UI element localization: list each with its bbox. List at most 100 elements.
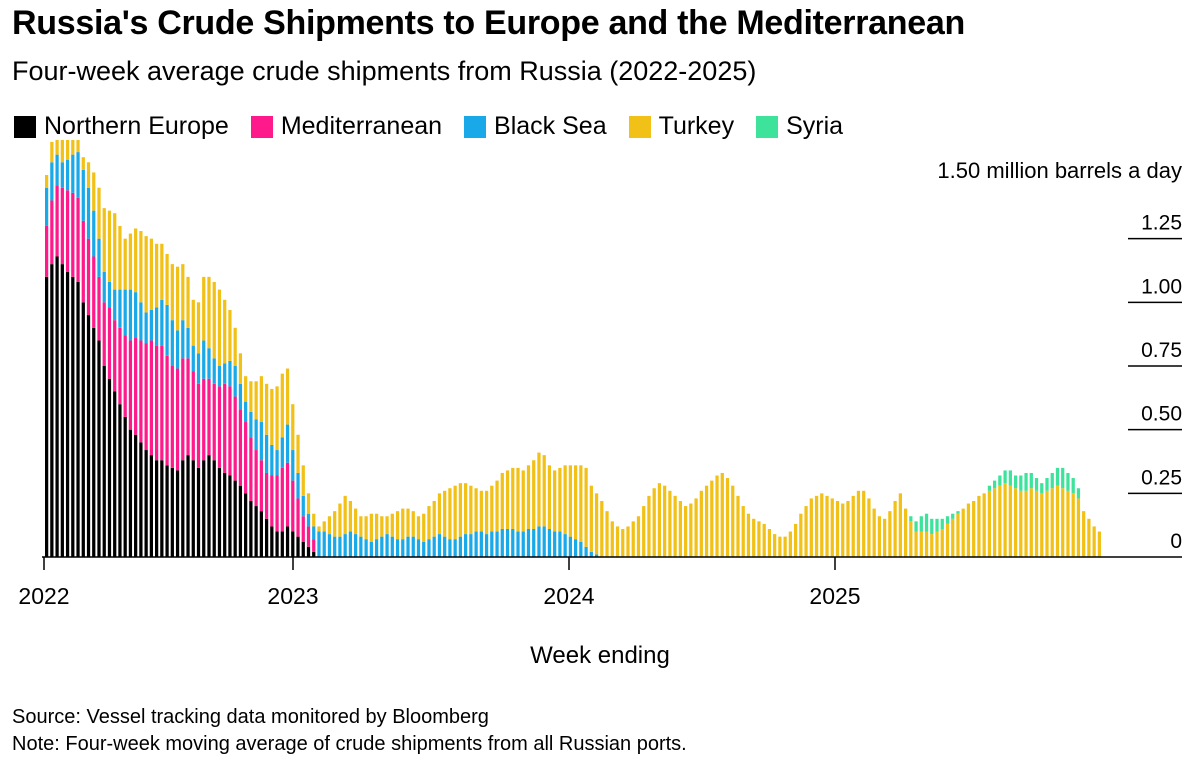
bar-segment-mediterranean (275, 475, 279, 532)
bar-segment-mediterranean (139, 340, 143, 443)
bar-segment-turkey (704, 485, 709, 557)
bar-segment-turkey (521, 470, 525, 532)
bar-segment-turkey (605, 511, 609, 557)
bar-segment-turkey (212, 281, 216, 359)
bar-segment-mediterranean (181, 358, 185, 461)
bar-segment-syria (1055, 467, 1060, 486)
bar-segment-turkey (1024, 490, 1028, 557)
bar-segment-black-sea (469, 534, 473, 557)
bar-segment-northern-europe (264, 518, 269, 557)
bar-segment-turkey (170, 264, 174, 321)
bar-segment-turkey (202, 276, 206, 341)
bar-segment-turkey (128, 233, 133, 290)
bar-segment-syria (1076, 488, 1081, 499)
bar-segment-black-sea (511, 528, 515, 557)
bar-segment-black-sea (338, 536, 342, 557)
bar-segment-turkey (165, 253, 169, 305)
bar-segment-turkey (175, 266, 180, 331)
bar-segment-turkey (589, 485, 593, 552)
bar-segment-turkey (327, 516, 332, 535)
bar-segment-turkey (919, 531, 923, 557)
bar-segment-turkey (542, 455, 546, 527)
bar-segment-mediterranean (291, 480, 295, 532)
bar-segment-mediterranean (149, 340, 153, 456)
bar-segment-mediterranean (134, 337, 138, 435)
bar-segment-black-sea (579, 541, 583, 557)
bar-segment-black-sea (563, 534, 567, 557)
bar-segment-turkey (427, 506, 431, 540)
bar-segment-turkey (982, 493, 986, 557)
bar-segment-black-sea (526, 528, 531, 557)
bar-segment-turkey (55, 140, 59, 155)
bar-segment-turkey (1008, 485, 1012, 557)
bar-segment-black-sea (306, 513, 311, 527)
bar-segment-black-sea (86, 187, 91, 239)
legend-swatch-northern-europe (14, 115, 36, 138)
bar-segment-northern-europe (81, 302, 85, 557)
bar-segment-turkey (92, 172, 96, 211)
bar-segment-black-sea (249, 411, 253, 438)
bar-segment-black-sea (521, 531, 525, 557)
bar-segment-black-sea (594, 554, 599, 557)
bar-segment-mediterranean (154, 345, 159, 461)
bar-segment-black-sea (102, 271, 106, 303)
bar-segment-northern-europe (76, 281, 80, 557)
bar-segment-northern-europe (160, 460, 164, 557)
y-tick-label: 1.00 (1141, 275, 1182, 298)
bar-segment-turkey (951, 518, 955, 557)
bar-segment-turkey (369, 513, 373, 542)
bar-segment-northern-europe (181, 460, 185, 557)
bar-segment-black-sea (406, 536, 410, 557)
bar-segment-syria (1019, 475, 1023, 491)
bar-segment-mediterranean (202, 378, 206, 461)
bar-segment-northern-europe (65, 271, 70, 557)
bar-segment-turkey (500, 472, 504, 529)
bar-segment-black-sea (547, 528, 552, 557)
bar-segment-turkey (149, 238, 153, 310)
bar-segment-syria (914, 521, 918, 532)
bar-segment-black-sea (50, 162, 54, 201)
bar-segment-black-sea (238, 383, 243, 410)
bar-segment-turkey (50, 141, 54, 163)
bar-segment-mediterranean (233, 396, 237, 481)
bar-segment-turkey (453, 485, 457, 540)
bar-segment-turkey (1050, 488, 1054, 557)
legend-swatch-syria (756, 115, 779, 138)
bar-segment-black-sea (437, 534, 442, 557)
bar-segment-black-sea (495, 531, 499, 557)
bar-segment-turkey (851, 495, 855, 557)
bar-segment-turkey (757, 521, 761, 557)
bar-segment-turkey (532, 460, 536, 529)
bar-segment-turkey (678, 500, 682, 557)
bar-segment-turkey (139, 231, 143, 303)
bar-segment-black-sea (364, 539, 368, 557)
bar-segment-black-sea (484, 534, 489, 557)
bar-segment-black-sea (301, 495, 305, 517)
bar-segment-black-sea (427, 539, 431, 557)
bar-segment-turkey (71, 140, 75, 155)
bar-segment-turkey (668, 490, 672, 557)
bar-segment-turkey (820, 493, 824, 557)
bar-segment-mediterranean (175, 368, 180, 471)
bar-segment-black-sea (374, 539, 379, 557)
bar-segment-black-sea (202, 340, 206, 379)
bar-segment-turkey (60, 140, 64, 163)
bar-segment-black-sea (65, 159, 70, 191)
bar-segment-turkey (118, 225, 122, 290)
bar-segment-northern-europe (217, 467, 222, 557)
bar-segment-mediterranean (107, 307, 112, 379)
bar-segment-turkey (710, 480, 714, 557)
bar-segment-turkey (956, 513, 960, 557)
legend: Northern Europe Mediterranean Black Sea … (14, 112, 865, 141)
bar-segment-black-sea (354, 534, 358, 557)
bar-segment-turkey (689, 503, 693, 557)
bar-segment-black-sea (584, 546, 588, 557)
bar-segment-black-sea (385, 534, 389, 557)
x-tick-label: 2024 (543, 583, 594, 609)
bar-segment-turkey (490, 485, 494, 532)
bar-segment-turkey (872, 508, 876, 557)
bar-segment-turkey (972, 500, 976, 557)
bar-segment-turkey (558, 467, 562, 532)
bar-segment-turkey (736, 495, 740, 557)
bar-segment-mediterranean (118, 327, 122, 405)
